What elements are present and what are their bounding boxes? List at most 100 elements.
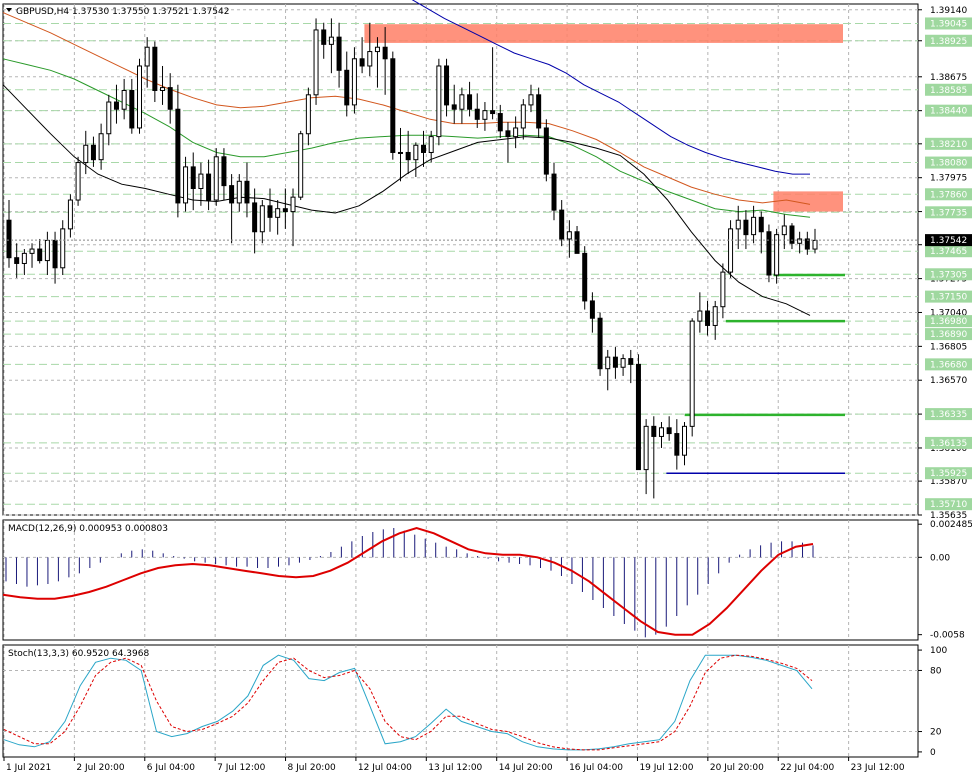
candle-bear (282, 208, 288, 213)
candle-bear (497, 113, 503, 132)
candle-bull (735, 219, 741, 230)
candle-bull (290, 196, 296, 213)
time-tick-label: 16 Jul 04:00 (569, 763, 623, 773)
macd-label: MACD(12,26,9) 0.000953 0.000803 (8, 524, 168, 534)
candle-bull (183, 166, 189, 204)
candle-bull (774, 234, 780, 276)
current-price-label-bg (925, 234, 972, 247)
level-label: 1.35925 (930, 469, 967, 479)
candle-bear (129, 89, 135, 129)
macd-tick-label: 0.00 (930, 553, 950, 563)
candle-bull (528, 94, 534, 106)
candle-bull (144, 46, 150, 67)
candle-bull (367, 51, 373, 67)
level-label: 1.36335 (930, 410, 967, 420)
macd-pane-frame (2, 519, 919, 641)
price-tick-label: 1.39140 (930, 6, 967, 16)
candle-bull (236, 180, 242, 204)
stoch-label: Stoch(13,3,3) 60.9520 64.3968 (8, 649, 149, 659)
level-label-bg (925, 408, 972, 421)
price-tick-label: 1.36570 (930, 376, 967, 386)
candle-bull (797, 238, 803, 244)
level-label-bg (925, 268, 972, 281)
candle-bull (121, 89, 127, 110)
candle-bear (635, 363, 641, 471)
candle-bear (705, 310, 711, 326)
candle-bear (574, 231, 580, 254)
stoch-tick-label: 0 (930, 748, 936, 758)
candle-bear (190, 166, 196, 190)
candle-bear (490, 110, 496, 115)
ma-blue-line (411, 0, 810, 175)
candle-bear (221, 156, 227, 187)
candle-bear (612, 356, 618, 368)
level-label: 1.38440 (930, 107, 967, 117)
candle-bull (67, 199, 73, 230)
level-label: 1.38925 (930, 37, 967, 47)
candle-bull (351, 58, 357, 106)
level-label-bg (925, 358, 972, 371)
candle-bull (397, 151, 403, 154)
candle-bear (336, 36, 342, 71)
candle-bull (29, 248, 35, 254)
level-label-bg (925, 137, 972, 150)
resistance-zone (773, 191, 843, 212)
candle-bull (428, 136, 434, 153)
level-label: 1.39045 (930, 19, 967, 29)
candle-bull (682, 425, 688, 456)
current-price-label: 1.37542 (930, 236, 967, 246)
time-tick-label: 20 Jul 20:00 (710, 763, 764, 773)
candle-bear (758, 216, 764, 233)
candle-bear (90, 144, 96, 161)
macd-tick-label: 0.002485 (930, 520, 972, 530)
candle-bear (382, 46, 388, 60)
candle-bull (298, 133, 304, 198)
candle-bear (390, 58, 396, 153)
candle-bull (413, 144, 419, 161)
stoch-tick-label: 100 (930, 646, 947, 656)
candle-bull (313, 29, 319, 96)
candle-bull (712, 306, 718, 326)
candle-bull (160, 87, 166, 91)
candle-bull (98, 133, 104, 161)
candle-bull (198, 173, 204, 190)
candle-bull (275, 208, 281, 218)
candle-bear (559, 209, 565, 240)
time-tick-label: 23 Jul 12:00 (851, 763, 905, 773)
candle-bear (113, 101, 119, 110)
candle-bear (651, 425, 657, 437)
level-label-bg (925, 436, 972, 449)
candle-bear (359, 58, 365, 67)
candle-bear (321, 29, 327, 45)
price-tick-label: 1.38675 (930, 73, 967, 83)
level-label: 1.38210 (930, 140, 967, 150)
candle-bull (689, 320, 695, 427)
candle-bear (597, 317, 603, 370)
candle-bull (305, 94, 311, 135)
level-label: 1.36980 (930, 317, 967, 327)
time-tick-label: 13 Jul 12:00 (428, 763, 482, 773)
title-arrow-icon (6, 8, 12, 12)
candle-bear (244, 180, 250, 204)
stoch-tick-label: 20 (930, 728, 942, 738)
candle-bull (60, 228, 66, 269)
candle-bear (628, 358, 634, 365)
candle-bull (83, 144, 89, 164)
candle-bear (444, 65, 450, 106)
level-label-bg (925, 328, 972, 341)
time-tick-label: 14 Jul 20:00 (499, 763, 553, 773)
candle-bull (75, 162, 81, 201)
candle-bull (374, 46, 380, 53)
candle-bear (152, 46, 158, 91)
level-label-bg (925, 498, 972, 511)
price-tick-label: 1.36100 (930, 444, 967, 454)
candle-bull (106, 101, 112, 135)
candle-bull (720, 271, 726, 308)
candle-bull (605, 356, 611, 370)
candle-bear (666, 427, 672, 435)
candle-bear (175, 108, 181, 204)
candle-bear (582, 252, 588, 302)
candle-bull (328, 36, 334, 45)
level-label-bg (925, 245, 972, 258)
level-label-bg (925, 290, 972, 303)
